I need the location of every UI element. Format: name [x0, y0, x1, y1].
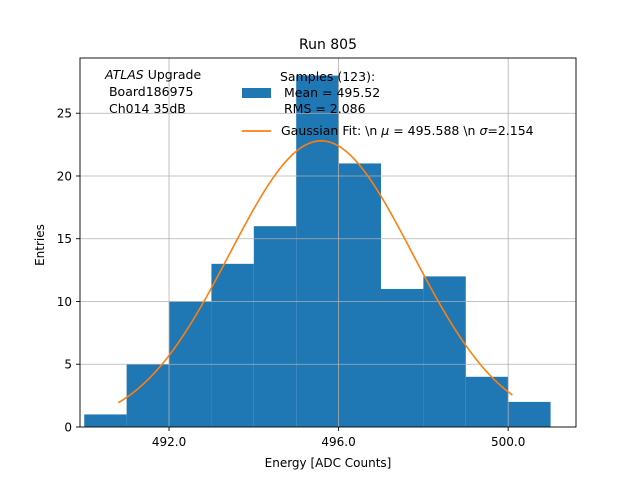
- y-tick-label: 25: [57, 107, 72, 121]
- upgrade-label: Upgrade: [144, 67, 202, 82]
- legend-samples-line-2: Mean = 495.52: [280, 85, 380, 100]
- histogram-bar: [211, 263, 254, 427]
- y-tick-label: 5: [64, 358, 72, 372]
- histogram-bar: [126, 364, 170, 427]
- histogram-bar: [253, 226, 297, 427]
- legend: Samples (123): Mean = 495.52 RMS = 2.086…: [242, 69, 534, 138]
- histogram-bar: [423, 276, 466, 427]
- annotation-line-2: Board186975: [105, 84, 193, 99]
- mu-symbol: μ: [380, 123, 389, 138]
- atlas-label: ATLAS: [104, 67, 144, 82]
- x-tick-label: 492.0: [152, 435, 186, 449]
- y-tick-label: 20: [57, 169, 72, 183]
- legend-fit-label: Gaussian Fit: \n μ = 495.588 \n σ=2.154: [281, 123, 534, 138]
- histogram-bar: [380, 288, 424, 427]
- y-tick-label: 15: [57, 232, 72, 246]
- histogram-bar: [508, 401, 551, 427]
- ticks: 492.0 496.0 500.0 0 5 10 15 20 25: [57, 107, 526, 449]
- y-axis-label: Entries: [33, 224, 47, 266]
- annotation-line-3: Ch014 35dB: [105, 101, 186, 116]
- histogram-bar: [465, 376, 509, 427]
- gaussian-fit: [117, 140, 513, 404]
- chart-title: Run 805: [299, 37, 357, 53]
- axes: [79, 57, 577, 428]
- x-tick-label: 500.0: [491, 435, 525, 449]
- legend-samples-line-1: Samples (123):: [280, 69, 375, 84]
- atlas-annotation: ATLAS Upgrade Board186975 Ch014 35dB: [104, 67, 201, 116]
- x-axis-label: Energy [ADC Counts]: [265, 456, 392, 470]
- gaussian-fit-line: [117, 140, 513, 404]
- sigma-symbol: σ: [479, 123, 488, 138]
- y-tick-label: 0: [64, 421, 72, 435]
- legend-bar-swatch: [242, 88, 271, 98]
- legend-samples-line-3: RMS = 2.086: [280, 101, 366, 116]
- x-tick-label: 496.0: [321, 435, 355, 449]
- histogram-bar: [84, 414, 127, 427]
- y-tick-label: 10: [57, 295, 72, 309]
- plot-frame: [79, 57, 577, 428]
- histogram-bar: [296, 75, 339, 428]
- histogram-bar: [338, 163, 381, 427]
- annotation-line-1: ATLAS Upgrade: [104, 67, 201, 82]
